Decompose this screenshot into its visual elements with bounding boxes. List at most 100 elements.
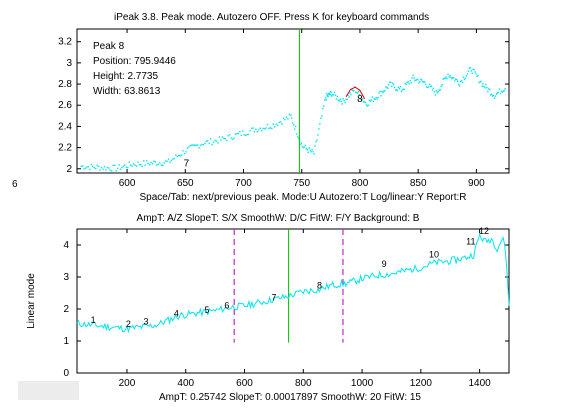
top-signal-point [275, 123, 277, 125]
top-signal-point [194, 144, 196, 146]
top-signal-point [128, 161, 130, 163]
top-signal-point [412, 74, 414, 77]
top-signal-point [129, 164, 132, 166]
top-signal-point [371, 96, 373, 98]
top-signal-point [370, 99, 373, 101]
top-signal-point [473, 69, 475, 71]
top-signal-point [173, 157, 176, 160]
top-signal-point [489, 94, 492, 96]
bottom-x-tick-label: 800 [295, 378, 312, 389]
top-signal-point [436, 91, 439, 94]
bottom-plot-window-bounds[interactable] [233, 229, 344, 343]
top-signal-point [308, 147, 310, 149]
top-signal-point [188, 146, 190, 148]
top-signal-point [383, 90, 385, 92]
top-signal-point [99, 169, 101, 171]
top-signal-point [478, 81, 480, 84]
top-signal-point [204, 142, 206, 145]
top-signal-point [449, 74, 451, 77]
top-signal-point [307, 151, 309, 153]
top-signal-point [106, 166, 109, 169]
top-signal-point [405, 83, 407, 86]
top-signal-point [362, 100, 365, 103]
top-signal-point [431, 89, 434, 91]
top-signal-point [109, 169, 112, 171]
top-signal-point [306, 149, 308, 151]
top-signal-point [413, 77, 415, 79]
top-signal-point [487, 90, 489, 93]
top-signal-point [290, 114, 292, 116]
bottom-peak-label: 7 [271, 293, 276, 303]
top-plot-fit-curve [345, 86, 366, 100]
top-signal-point [318, 128, 320, 130]
top-signal-point [406, 81, 408, 84]
top-signal-point [461, 81, 464, 84]
top-signal-point [151, 162, 154, 165]
top-signal-point [162, 164, 164, 166]
top-signal-point [435, 90, 438, 92]
top-signal-point [291, 117, 293, 119]
top-signal-point [131, 165, 133, 167]
top-signal-point [208, 142, 210, 145]
top-signal-point [476, 75, 478, 78]
top-signal-point [157, 163, 160, 166]
top-signal-point [396, 89, 399, 92]
top-signal-point [175, 154, 177, 156]
top-signal-point [186, 147, 189, 149]
top-signal-point [417, 79, 419, 81]
top-signal-point [389, 81, 391, 84]
top-signal-point [328, 92, 330, 94]
top-signal-point [420, 78, 422, 80]
top-signal-point [460, 79, 463, 82]
top-signal-point [385, 86, 387, 88]
top-signal-point [326, 95, 328, 97]
top-signal-point [300, 142, 303, 144]
top-signal-point [392, 83, 395, 86]
top-signal-point [345, 98, 347, 100]
top-signal-point [429, 85, 432, 88]
top-signal-point [154, 161, 157, 163]
top-signal-point [220, 139, 222, 141]
top-signal-point [497, 91, 500, 94]
top-signal-point [156, 164, 158, 166]
top-signal-point [407, 81, 409, 83]
top-signal-point [338, 100, 341, 102]
top-signal-point [503, 89, 505, 92]
top-signal-point [493, 97, 496, 99]
top-signal-point [410, 81, 412, 84]
top-signal-point [163, 162, 165, 164]
bottom-y-tick-label: 3 [63, 272, 69, 283]
top-signal-point [357, 92, 359, 94]
top-signal-point [442, 78, 444, 80]
top-signal-point [378, 92, 380, 94]
top-signal-point [344, 101, 346, 104]
top-plot[interactable]: 600 650 700 750 800 850 900 2 2.2 2.4 2.6 2.8 3 3.2 7… [12, 28, 510, 203]
bottom-peak-label: 6 [224, 301, 229, 311]
top-signal-point [457, 83, 460, 86]
top-signal-point [336, 95, 339, 98]
top-signal-point [269, 127, 272, 129]
top-signal-point [312, 151, 314, 153]
top-signal-point [451, 77, 453, 80]
top-signal-point [127, 166, 129, 169]
top-signal-point [138, 164, 141, 166]
bottom-plot-title: AmpT: A/Z SlopeT: S/X SmoothW: D/C FitW:… [137, 213, 420, 224]
top-signal-point [118, 164, 120, 166]
top-signal-point [441, 83, 443, 86]
top-signal-point [207, 139, 209, 142]
peak-info-line: Peak 8 [93, 41, 125, 52]
top-signal-point [255, 128, 257, 130]
top-signal-point [243, 134, 245, 136]
top-x-tick-label: 900 [468, 178, 485, 189]
top-signal-point [296, 135, 299, 138]
top-signal-point [299, 143, 302, 145]
top-signal-point [455, 78, 457, 80]
top-signal-point [276, 124, 279, 127]
top-signal-point [339, 98, 341, 101]
gray-panel-button[interactable] [18, 381, 79, 400]
top-signal-point [393, 86, 396, 89]
bottom-plot[interactable]: AmpT: A/Z SlopeT: S/X SmoothW: D/C FitW:… [26, 213, 510, 403]
top-signal-point [313, 153, 315, 155]
top-x-tick-label: 850 [410, 178, 427, 189]
